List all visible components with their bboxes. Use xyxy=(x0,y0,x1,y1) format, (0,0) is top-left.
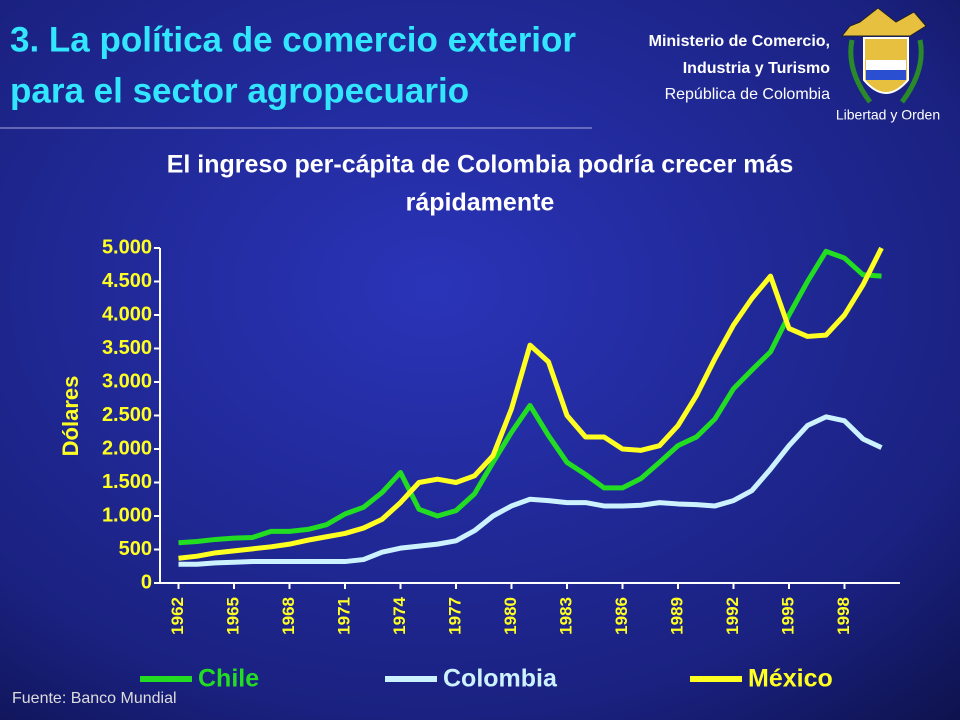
y-tick-label: 2.000 xyxy=(102,437,152,459)
x-tick-label: 1998 xyxy=(834,597,853,635)
ministry: Ministerio de Comercio, xyxy=(649,33,830,50)
y-tick-label: 3.000 xyxy=(102,370,152,392)
series-line xyxy=(178,246,884,561)
slide-title: para el sector agropecuario xyxy=(10,71,469,110)
series-line xyxy=(178,414,883,567)
x-tick-label: 1992 xyxy=(723,597,742,635)
x-tick-label: 1986 xyxy=(612,597,631,635)
y-tick-label: 3.500 xyxy=(102,337,152,359)
y-tick-label: 2.500 xyxy=(102,404,152,426)
x-tick-label: 1974 xyxy=(390,596,409,634)
y-tick-label: 1.500 xyxy=(102,471,152,493)
y-axis-label: Dólares xyxy=(58,376,83,457)
chart-title: rápidamente xyxy=(406,189,555,217)
source: Fuente: Banco Mundial xyxy=(12,690,177,707)
x-tick-label: 1989 xyxy=(667,597,686,635)
plot: 0 500 1.000 1.500 2.000 2.500 3.000 3.500 4.000 4… xyxy=(102,236,900,693)
x-tick-label: 1971 xyxy=(334,597,353,635)
y-tick-label: 4.500 xyxy=(102,270,152,292)
series-line xyxy=(178,248,882,546)
x-tick-label: 1965 xyxy=(223,597,242,635)
x-tick-label: 1962 xyxy=(168,597,187,635)
ministry: República de Colombia xyxy=(665,86,831,103)
legend-label: Chile xyxy=(198,665,259,693)
ministry: Industria y Turismo xyxy=(683,60,831,77)
legend-label: Colombia xyxy=(443,665,558,693)
y-tick-label: 0 xyxy=(141,571,152,593)
x-tick-label: 1995 xyxy=(778,597,797,635)
chart-title: El ingreso per-cápita de Colombia podría… xyxy=(167,151,794,179)
legend-label: México xyxy=(748,665,833,693)
y-tick-label: 500 xyxy=(119,538,152,560)
x-tick-label: 1980 xyxy=(501,597,520,635)
x-tick-label: 1968 xyxy=(279,597,298,635)
coat-of-arms xyxy=(840,7,927,104)
x-tick-label: 1977 xyxy=(445,597,464,635)
y-tick-label: 1.000 xyxy=(102,504,152,526)
motto: Libertad y Orden xyxy=(836,107,940,123)
slide-title: 3. La política de comercio exterior xyxy=(10,20,576,59)
y-tick-label: 4.000 xyxy=(102,303,152,325)
y-tick-label: 5.000 xyxy=(102,236,152,258)
x-tick-label: 1983 xyxy=(556,597,575,635)
